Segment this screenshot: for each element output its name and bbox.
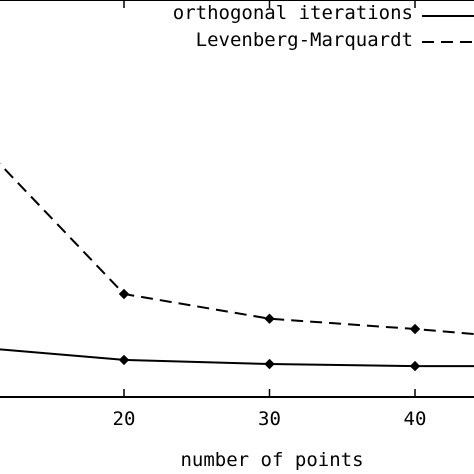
data-point xyxy=(118,288,130,300)
legend: orthogonal iterations Levenberg-Marquardt xyxy=(173,2,474,51)
data-point xyxy=(264,358,275,370)
x-tick-label: 30 xyxy=(258,408,281,430)
axes: 20 30 40 xyxy=(0,0,474,430)
x-tick-label: 20 xyxy=(113,408,136,430)
legend-label: orthogonal iterations xyxy=(173,2,413,24)
legend-label: Levenberg-Marquardt xyxy=(196,29,413,51)
x-axis-label: number of points xyxy=(180,449,363,471)
series-layer xyxy=(0,162,474,372)
data-point xyxy=(409,360,421,372)
x-tick-label: 40 xyxy=(404,408,427,430)
data-point xyxy=(409,323,421,335)
series-line-1 xyxy=(0,348,474,368)
data-point xyxy=(118,354,130,366)
data-point xyxy=(264,313,275,324)
series-line-2 xyxy=(0,162,474,336)
